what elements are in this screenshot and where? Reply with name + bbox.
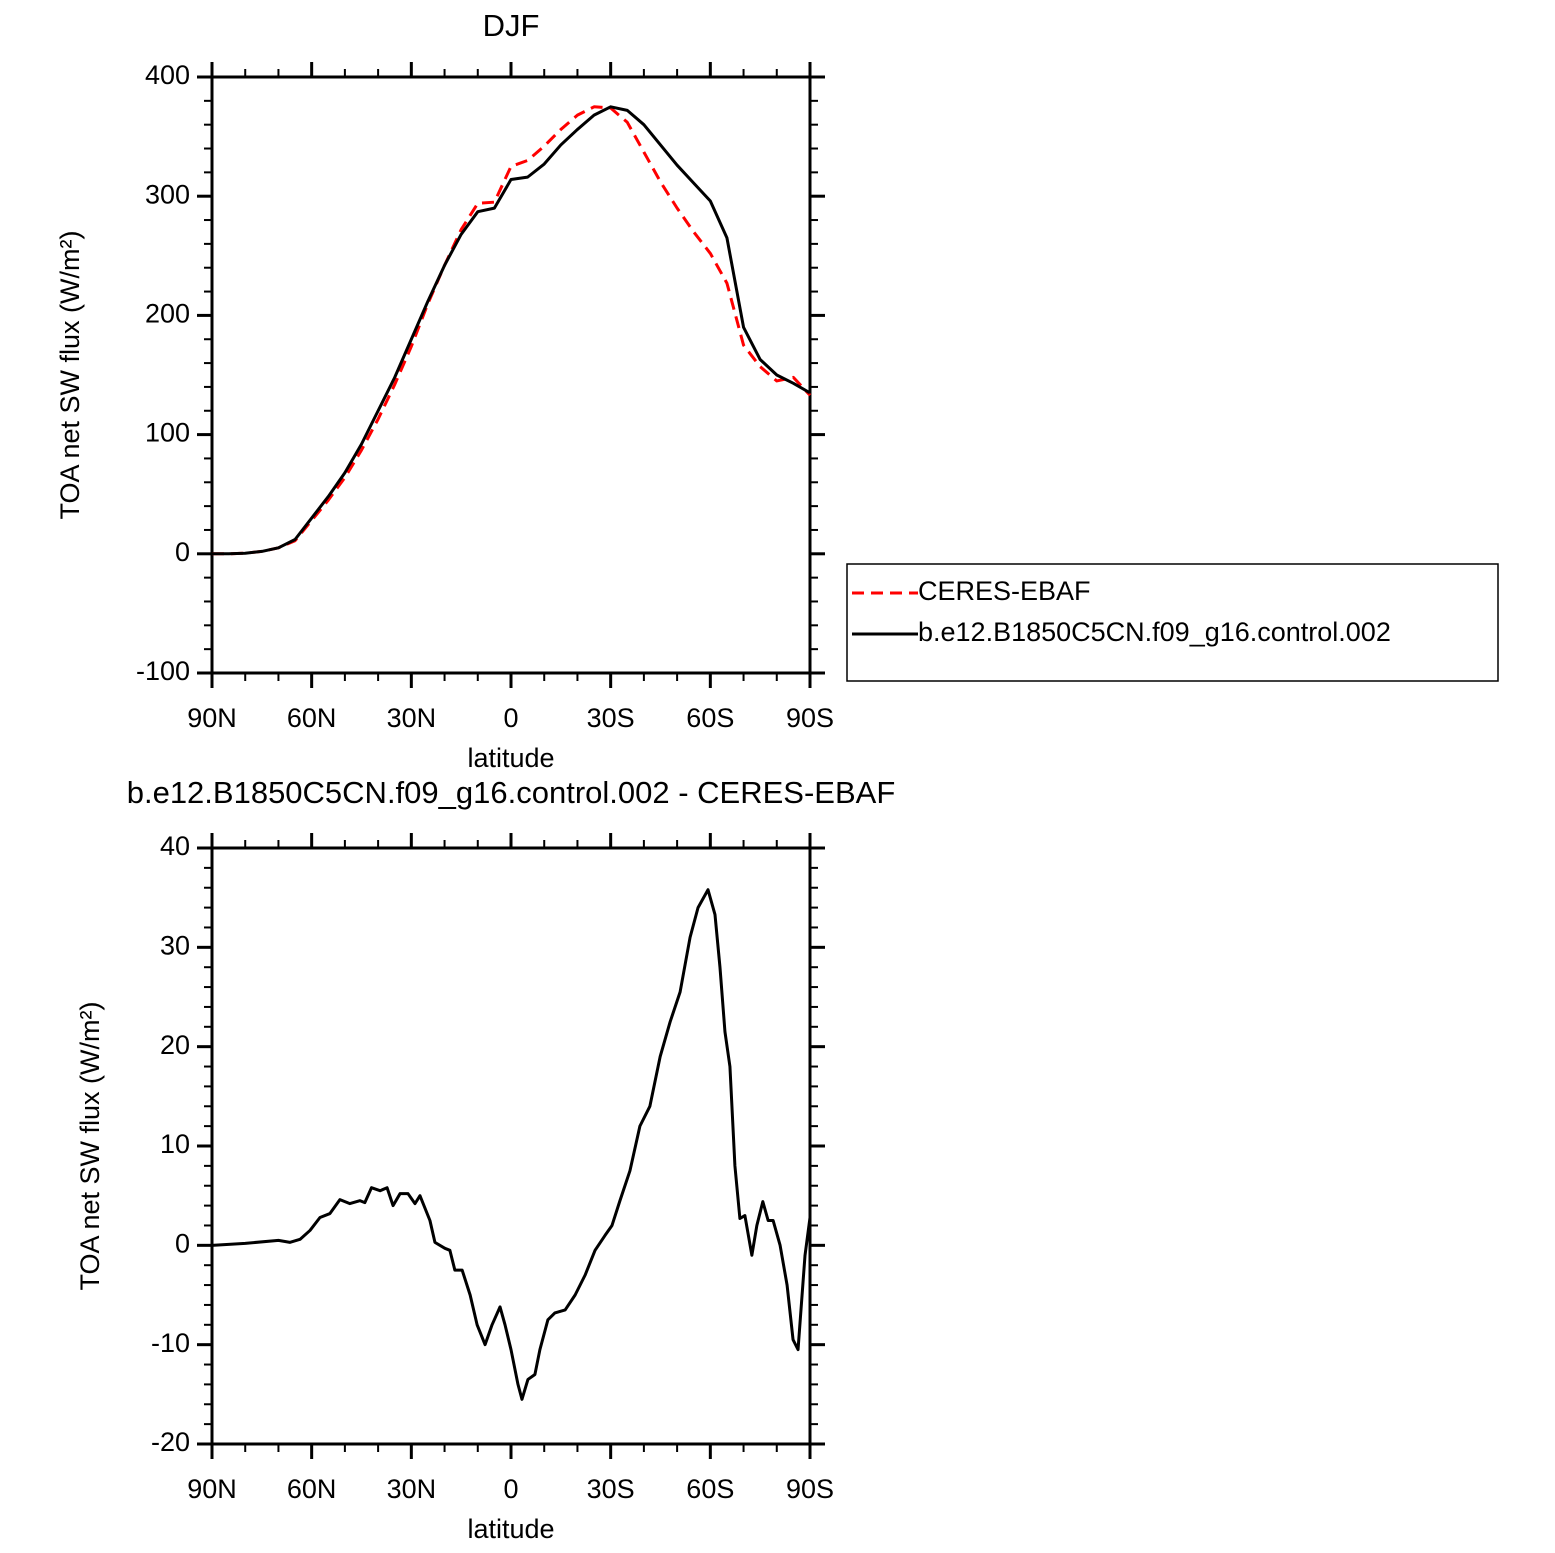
legend-box [846,563,1499,682]
y-tick-label: 300 [145,179,190,209]
data-line [212,105,812,556]
y-tick-label: 100 [145,418,190,448]
x-tick-label: 30S [587,703,635,733]
chart-title: b.e12.B1850C5CN.f09_g16.control.002 - CE… [127,775,896,810]
x-tick-label: 30S [587,1474,635,1504]
legend-label: b.e12.B1850C5CN.f09_g16.control.002 [918,617,1391,647]
x-tick-label: 90N [187,1474,237,1504]
x-tick-label: 0 [503,1474,518,1504]
data-line [212,105,811,556]
y-tick-label: 0 [175,1228,190,1258]
y-tick-label: 400 [145,60,190,90]
x-tick-label: 60S [686,1474,734,1504]
y-tick-label: 200 [145,299,190,329]
x-axis-label: latitude [467,1514,554,1544]
x-tick-label: 90N [187,703,237,733]
y-tick-label: -10 [151,1328,190,1358]
data-line [211,888,812,1401]
y-tick-label: -100 [136,656,190,686]
x-tick-label: 0 [503,703,518,733]
x-tick-label: 30N [387,1474,437,1504]
x-tick-label: 60S [686,703,734,733]
y-tick-label: 10 [160,1129,190,1159]
x-tick-label: 60N [287,703,337,733]
y-tick-label: 30 [160,930,190,960]
x-tick-label: 60N [287,1474,337,1504]
y-axis-label: TOA net SW flux (W/m²) [75,1001,105,1290]
x-axis-label: latitude [467,743,554,773]
chart-title: DJF [483,8,540,43]
x-tick-label: 30N [387,703,437,733]
y-axis-label: TOA net SW flux (W/m²) [55,230,85,519]
y-tick-label: 20 [160,1030,190,1060]
y-tick-label: -20 [151,1427,190,1457]
x-tick-label: 90S [786,703,834,733]
y-tick-label: 0 [175,537,190,567]
plot-frame [210,75,812,675]
x-tick-label: 90S [786,1474,834,1504]
y-tick-label: 40 [160,831,190,861]
legend-label: CERES-EBAF [918,576,1091,606]
